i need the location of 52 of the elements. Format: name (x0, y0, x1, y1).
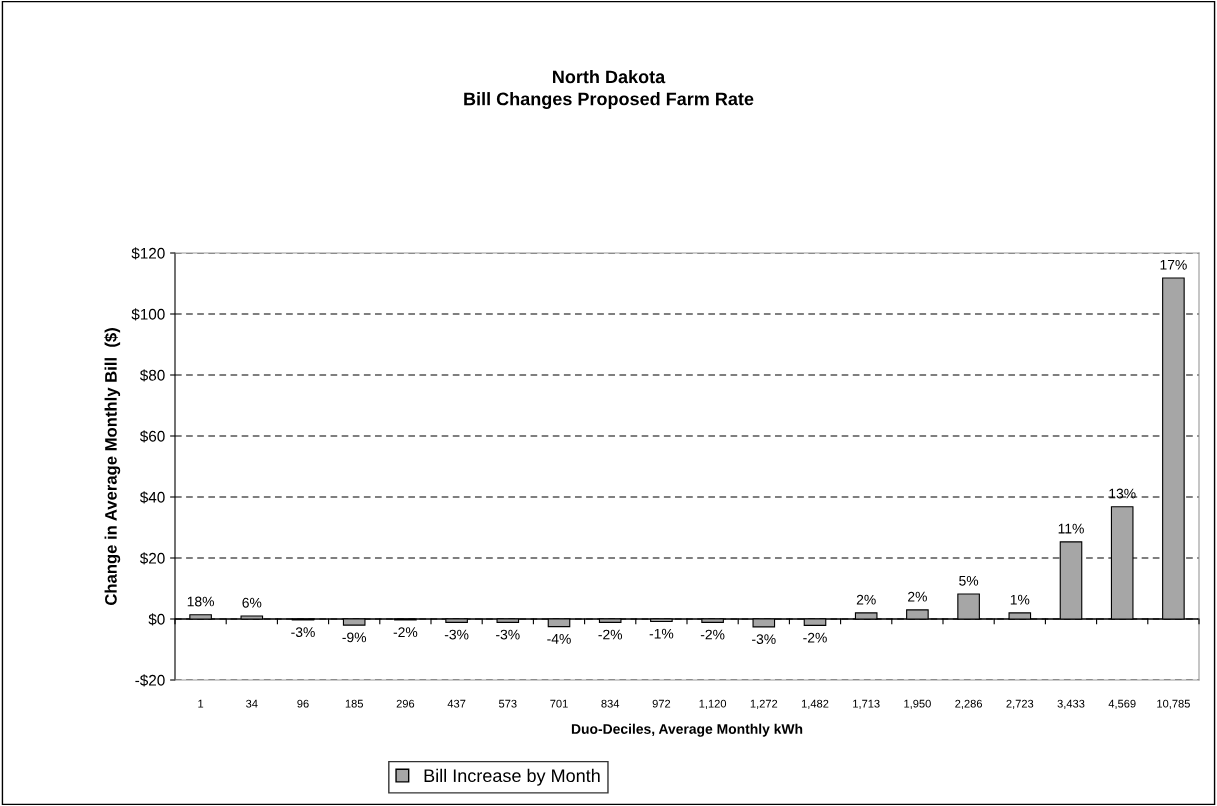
annotation: 18% (187, 596, 215, 607)
y-tick-label: $20 (139, 552, 165, 565)
x-tick-label: 834 (601, 699, 620, 708)
annotation: 2% (908, 591, 927, 602)
x-tick-label: 573 (498, 699, 517, 708)
y-tick-label: $40 (139, 491, 165, 504)
x-tick-label: 2,286 (955, 699, 983, 709)
x-tick-label: 972 (652, 699, 671, 708)
x-tick-label: 96 (297, 699, 309, 708)
y-tick-label: -$20 (135, 674, 165, 687)
annotation: -3% (496, 629, 520, 640)
annotation: -1% (649, 628, 674, 639)
x-tick-label: 701 (550, 699, 568, 708)
y-tick-label: $80 (139, 369, 165, 382)
y-tick-label: $0 (148, 613, 165, 626)
annotation: -2% (803, 632, 827, 643)
annotation: -2% (393, 627, 418, 638)
x-tick-label: 296 (396, 699, 415, 708)
y-tick-label: $100 (131, 308, 165, 321)
x-tick-label: 4,569 (1108, 699, 1136, 709)
x-tick-label: 10,785 (1157, 699, 1190, 709)
x-tick-label: 1,950 (904, 699, 931, 709)
annotation: 2% (856, 594, 876, 605)
x-tick-label: 437 (447, 699, 466, 708)
x-tick-label: 2,723 (1006, 699, 1034, 709)
annotation: 1% (1010, 594, 1030, 605)
chart-title: North Dakota Bill Changes Proposed Farm Rate (464, 70, 754, 109)
legend-label: Bill Increase by Month (424, 768, 600, 786)
annotation: -2% (700, 629, 725, 640)
x-tick-label: 1 (198, 699, 204, 708)
y-tick-label: $60 (139, 430, 165, 443)
annotation: -3% (291, 627, 315, 638)
annotation: 5% (959, 575, 979, 586)
annotation: 17% (1160, 259, 1187, 270)
x-axis-title: Duo-Deciles, Average Monthly kWh (571, 723, 803, 737)
x-tick-label: 1,713 (853, 699, 880, 709)
x-tick-label: 185 (345, 699, 363, 708)
x-tick-label: 1,120 (699, 699, 727, 709)
x-tick-label: 1,272 (750, 699, 778, 709)
annotation: -2% (598, 629, 623, 640)
annotation: 13% (1109, 488, 1136, 499)
y-axis-title: Change in Average Monthly Bill ($) (104, 328, 121, 606)
x-tick-label: 1,482 (801, 699, 829, 709)
annotation: 11% (1058, 523, 1084, 534)
annotation: -3% (444, 629, 469, 640)
annotation: 6% (242, 597, 262, 608)
x-tick-label: 3,433 (1057, 699, 1085, 709)
annotation: -9% (342, 632, 367, 643)
annotation: -4% (547, 634, 571, 644)
x-tick-label: 34 (246, 699, 258, 708)
annotation: -3% (752, 634, 776, 645)
y-tick-label: $120 (131, 247, 165, 260)
